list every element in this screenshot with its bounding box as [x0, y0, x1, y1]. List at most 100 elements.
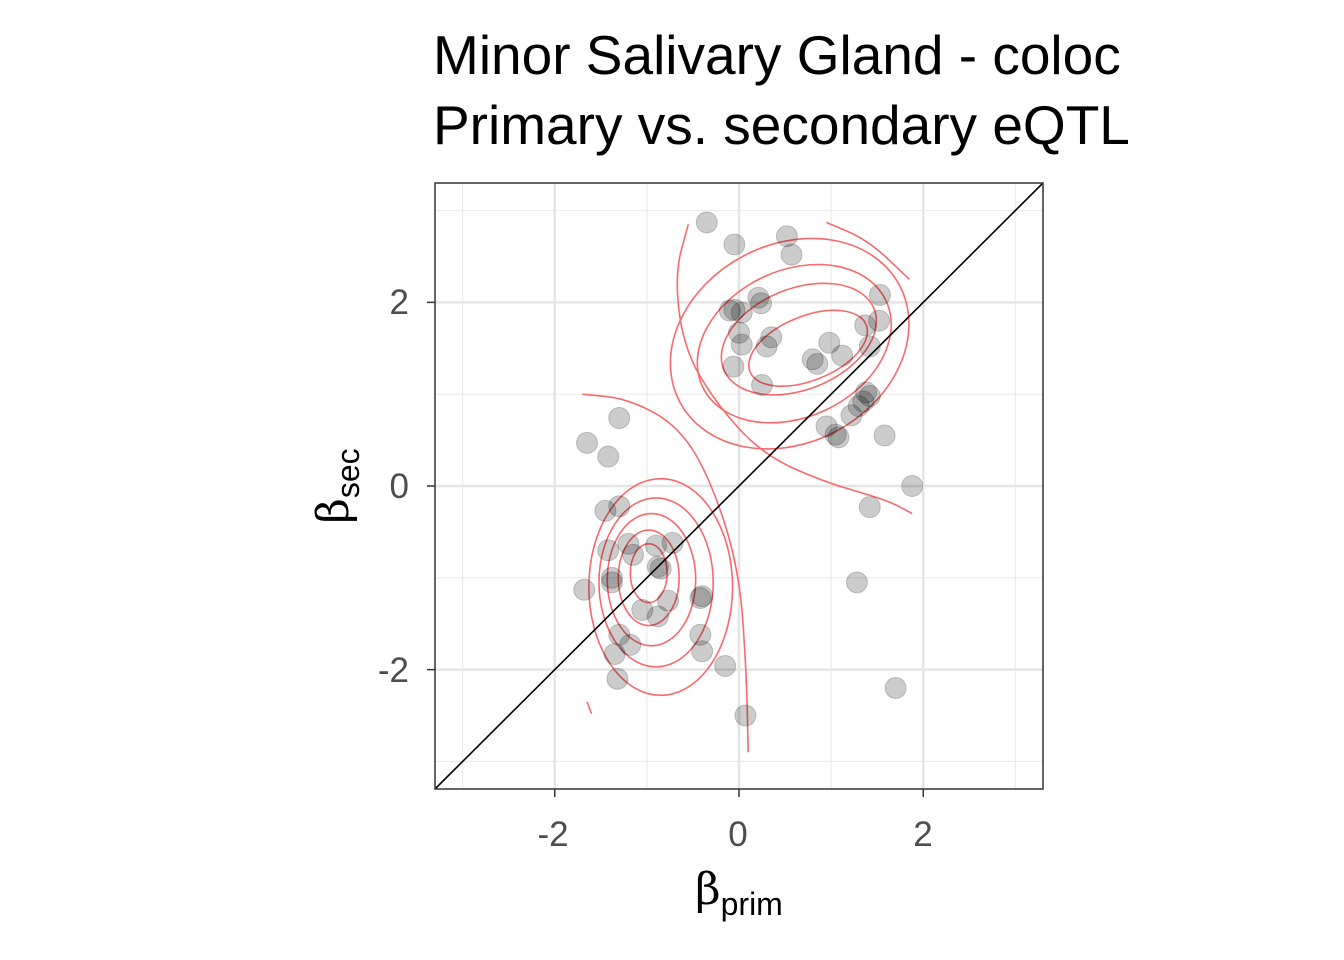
- scatter-point: [600, 566, 623, 589]
- x-tick-label-0: 0: [728, 815, 747, 854]
- scatter-point: [606, 667, 629, 690]
- scatter-point: [827, 426, 850, 449]
- y-tick-marks: [427, 301, 435, 671]
- scatter-point: [815, 415, 838, 438]
- x-tick-marks: [554, 789, 924, 797]
- scatter-point: [854, 314, 877, 337]
- density-contour-ring: [588, 477, 734, 697]
- scatter-point: [760, 326, 783, 349]
- scatter-point: [884, 677, 907, 699]
- scatter-point: [608, 623, 631, 646]
- x-tick-label-neg2: -2: [537, 815, 568, 854]
- density-contour-ring: [747, 309, 869, 388]
- scatter-point: [691, 585, 714, 608]
- y-tick-label-2: 2: [390, 283, 409, 322]
- density-contour-outer: [586, 701, 593, 714]
- x-axis-subscript: prim: [721, 886, 783, 922]
- scatter-point: [646, 605, 669, 628]
- scatter-point: [855, 381, 878, 404]
- scatter-point: [597, 539, 620, 562]
- scatter-point: [730, 301, 753, 324]
- scatter-point: [718, 299, 741, 322]
- scatter-point: [691, 640, 714, 663]
- y-axis-title: βsec: [308, 448, 366, 523]
- scatter-point: [608, 495, 631, 518]
- density-contour-ring: [617, 529, 680, 627]
- x-axis-title: βprim: [695, 864, 783, 922]
- scatter-point: [868, 284, 891, 307]
- density-contour-outer: [582, 393, 750, 753]
- scatter-point: [750, 292, 773, 315]
- x-tick-label-2: 2: [913, 815, 932, 854]
- y-axis-symbol: β: [308, 498, 359, 523]
- scatter-point: [603, 643, 626, 666]
- scatter-point: [723, 233, 746, 256]
- scatter-point: [755, 335, 778, 358]
- chart-title: Minor Salivary Gland - coloc Primary vs.…: [433, 24, 1130, 156]
- scatter-point: [608, 407, 631, 430]
- density-contour-outer: [676, 224, 913, 515]
- scatter-point: [622, 543, 645, 566]
- scatter-point: [594, 499, 617, 522]
- scatter-point: [576, 431, 598, 454]
- scatter-point: [689, 623, 712, 646]
- density-contour-ring: [598, 497, 715, 668]
- scatter-point: [714, 654, 737, 677]
- scatter-point: [689, 587, 712, 610]
- x-axis-symbol: β: [695, 864, 720, 915]
- scatter-point: [657, 589, 680, 612]
- scatter-point: [747, 286, 770, 309]
- density-contour-ring: [669, 237, 910, 450]
- density-contour-outer: [826, 221, 910, 280]
- density-contour-ring: [720, 282, 878, 396]
- density-contour-ring: [606, 512, 697, 647]
- scatter-point: [845, 571, 868, 594]
- scatter-point: [645, 534, 668, 557]
- scatter-point: [858, 385, 881, 408]
- scatter-point: [840, 404, 863, 427]
- chart-title-line-2: Primary vs. secondary eQTL: [433, 94, 1130, 156]
- scatter-point: [824, 423, 847, 446]
- scatter-point: [597, 445, 620, 468]
- scatter-point: [852, 390, 875, 413]
- chart-title-line-1: Minor Salivary Gland - coloc: [433, 24, 1121, 86]
- scatter-point: [619, 633, 642, 656]
- scatter-point: [775, 225, 798, 248]
- scatter-point: [600, 571, 623, 594]
- scatter-point: [873, 424, 896, 447]
- scatter-point: [649, 557, 672, 580]
- scatter-point: [831, 344, 854, 367]
- plot-panel: [434, 182, 1044, 790]
- scatter-point: [722, 355, 745, 378]
- scatter-point: [806, 352, 829, 375]
- y-tick-label-neg2: -2: [378, 651, 409, 690]
- density-contour-ring: [629, 543, 668, 604]
- scatter-point: [730, 333, 753, 356]
- y-axis: -2 0 2 βsec: [308, 283, 435, 690]
- scatter-point: [858, 335, 881, 358]
- scatter-point: [695, 211, 718, 234]
- x-axis: -2 0 2 βprim: [537, 789, 933, 922]
- y-axis-subscript: sec: [330, 448, 366, 498]
- scatter-point: [901, 475, 924, 497]
- density-contours: [582, 221, 913, 753]
- scatter-point: [631, 598, 654, 621]
- scatter-point: [723, 298, 746, 321]
- scatter-point: [728, 321, 750, 344]
- scatter-point: [801, 348, 824, 371]
- scatter-point: [780, 243, 803, 266]
- scatter-point: [847, 395, 870, 418]
- scatter-point: [734, 704, 757, 727]
- scatter-points: [573, 211, 924, 727]
- scatter-point: [868, 309, 891, 332]
- identity-line: [434, 182, 1044, 790]
- scatter-point: [661, 531, 684, 554]
- scatter-point: [751, 374, 774, 396]
- y-tick-label-0: 0: [390, 467, 409, 506]
- scatter-point: [617, 532, 640, 555]
- scatter-point: [573, 578, 596, 601]
- scatter-point: [818, 331, 841, 354]
- scatter-point: [858, 496, 881, 519]
- density-contour-ring: [696, 263, 893, 424]
